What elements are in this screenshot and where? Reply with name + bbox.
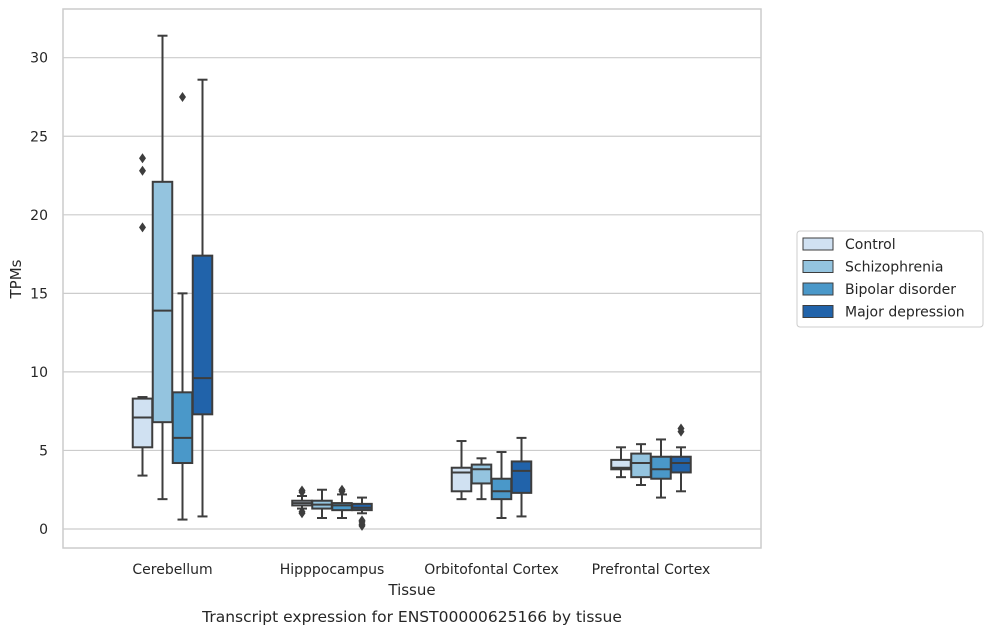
legend-frame <box>796 230 984 328</box>
box-body <box>191 254 214 416</box>
box-body <box>131 397 154 449</box>
y-tick-label: 15 <box>30 286 48 302</box>
box-body <box>331 502 353 512</box>
box-control <box>450 440 473 501</box>
box-schizophrenia <box>311 488 333 520</box>
box-schizophrenia <box>470 457 493 501</box>
x-tick-label: Orbitofontal Cortex <box>424 562 559 578</box>
legend-label: Control <box>845 237 896 253</box>
box-body <box>490 477 513 501</box>
box-schizophrenia <box>151 34 174 501</box>
y-tick-labels: 0 5 10 15 20 25 30 <box>30 51 48 538</box>
legend-swatch <box>802 305 834 318</box>
y-tick-label: 20 <box>30 208 48 224</box>
box-body <box>171 391 194 465</box>
box-bipolar-disorder <box>490 451 513 520</box>
box-control <box>131 153 154 477</box>
plot-frame <box>62 8 762 549</box>
legend-label: Major depression <box>845 305 965 321</box>
outlier-point <box>139 165 146 176</box>
box-bipolar-disorder <box>650 438 672 499</box>
y-tick-label: 25 <box>30 129 48 145</box>
outlier-point <box>358 515 366 526</box>
box-body <box>450 466 473 493</box>
outlier-point <box>139 153 146 164</box>
outlier-point <box>179 91 186 102</box>
box-body <box>470 463 493 485</box>
box-major-depression <box>191 78 214 518</box>
box-major-depression <box>670 423 692 493</box>
x-axis-label: Tissue <box>387 581 435 599</box>
y-tick-label: 0 <box>39 522 48 538</box>
legend-label: Schizophrenia <box>845 260 943 276</box>
y-tick-label: 5 <box>39 443 48 459</box>
chart-caption: Transcript expression for ENST0000062516… <box>201 608 622 626</box>
box-bipolar-disorder <box>331 484 353 520</box>
y-axis-label: TPMs <box>7 259 25 299</box>
legend: Control Schizophrenia Bipolar disorder Majo… <box>796 230 984 328</box>
outlier-point <box>298 485 306 496</box>
box-body <box>670 455 692 474</box>
box-body <box>630 452 652 479</box>
box-major-depression <box>351 496 373 531</box>
outlier-point <box>677 423 685 434</box>
x-tick-label: Hipppocampus <box>280 562 385 578</box>
outlier-point <box>298 506 306 517</box>
y-tick-label: 10 <box>30 365 48 381</box>
box-body <box>510 460 533 494</box>
legend-swatch <box>802 237 834 251</box>
legend-swatch <box>802 282 834 296</box>
x-tick-labels: Cerebellum Hipppocampus Orbitofontal Corte… <box>132 562 710 578</box>
box-control <box>291 485 313 519</box>
box-body <box>650 455 672 480</box>
legend-label: Bipolar disorder <box>845 282 956 298</box>
box-series <box>131 34 692 531</box>
box-major-depression <box>510 436 533 518</box>
box-body <box>151 180 174 424</box>
box-bipolar-disorder <box>171 91 194 521</box>
outlier-point <box>338 484 346 495</box>
box-control <box>610 446 632 479</box>
legend-swatch <box>802 260 834 273</box>
y-tick-label: 30 <box>30 51 48 67</box>
x-tick-label: Cerebellum <box>132 562 212 578</box>
x-tick-label: Prefrontal Cortex <box>592 562 711 578</box>
outlier-point <box>139 222 146 233</box>
